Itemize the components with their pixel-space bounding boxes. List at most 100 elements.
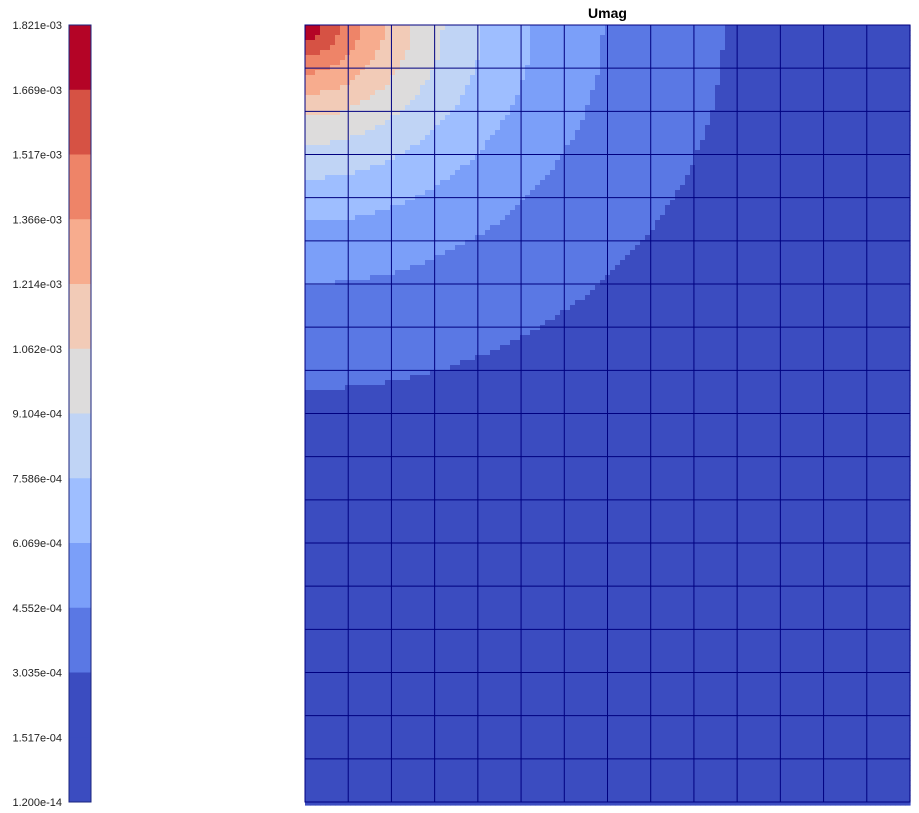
- field-cell: [585, 120, 591, 126]
- field-cell: [385, 70, 391, 76]
- field-cell: [700, 155, 706, 161]
- field-cell: [505, 80, 511, 86]
- field-cell: [550, 35, 556, 41]
- field-cell: [400, 200, 406, 206]
- field-cell: [725, 50, 731, 56]
- field-cell: [715, 175, 721, 181]
- field-cell: [470, 115, 476, 121]
- field-cell: [370, 185, 376, 191]
- field-cell: [690, 85, 696, 91]
- field-cell: [760, 160, 766, 166]
- field-cell: [600, 30, 606, 36]
- field-cell: [800, 115, 806, 121]
- field-cell: [570, 60, 576, 66]
- field-cell: [880, 105, 886, 111]
- field-cell: [610, 130, 616, 136]
- field-cell: [410, 185, 416, 191]
- field-cell: [355, 150, 361, 156]
- field-cell: [710, 120, 716, 126]
- field-cell: [840, 210, 846, 216]
- field-cell: [510, 205, 516, 211]
- field-cell: [615, 190, 621, 196]
- field-cell: [405, 30, 411, 36]
- field-cell: [805, 205, 811, 211]
- field-cell: [355, 70, 361, 76]
- field-cell: [655, 125, 661, 131]
- field-cell: [485, 125, 491, 131]
- field-cell: [640, 150, 646, 156]
- field-cell: [690, 90, 696, 96]
- field-cell: [805, 145, 811, 151]
- field-cell: [815, 155, 821, 161]
- field-cell: [730, 30, 736, 36]
- field-cell: [755, 170, 761, 176]
- field-cell: [615, 85, 621, 91]
- field-cell: [600, 70, 606, 76]
- field-cell: [425, 210, 431, 216]
- field-cell: [600, 40, 606, 46]
- field-cell: [765, 160, 771, 166]
- field-cell: [415, 120, 421, 126]
- field-cell: [310, 180, 316, 186]
- field-cell: [745, 80, 751, 86]
- field-cell: [890, 45, 896, 51]
- field-cell: [320, 50, 326, 56]
- field-cell: [360, 150, 366, 156]
- field-cell: [455, 70, 461, 76]
- field-cell: [735, 75, 741, 81]
- field-cell: [715, 90, 721, 96]
- field-cell: [530, 45, 536, 51]
- field-cell: [490, 75, 496, 81]
- field-cell: [580, 175, 586, 181]
- field-cell: [735, 145, 741, 151]
- field-cell: [845, 150, 851, 156]
- field-cell: [415, 220, 421, 226]
- field-cell: [740, 25, 746, 31]
- field-cell: [305, 30, 311, 36]
- field-cell: [875, 155, 881, 161]
- field-cell: [685, 30, 691, 36]
- field-cell: [510, 80, 516, 86]
- field-cell: [695, 160, 701, 166]
- field-cell: [465, 70, 471, 76]
- field-cell: [705, 40, 711, 46]
- field-cell: [495, 55, 501, 61]
- field-cell: [725, 90, 731, 96]
- field-cell: [695, 75, 701, 81]
- field-cell: [830, 100, 836, 106]
- field-cell: [825, 135, 831, 141]
- field-cell: [450, 160, 456, 166]
- field-cell: [650, 165, 656, 171]
- field-cell: [620, 190, 626, 196]
- field-cell: [900, 110, 906, 116]
- field-cell: [855, 60, 861, 66]
- field-cell: [725, 220, 731, 226]
- field-cell: [500, 55, 506, 61]
- field-cell: [560, 130, 566, 136]
- field-cell: [795, 40, 801, 46]
- field-cell: [830, 200, 836, 206]
- field-cell: [400, 210, 406, 216]
- field-cell: [365, 200, 371, 206]
- field-cell: [305, 70, 311, 76]
- field-cell: [565, 160, 571, 166]
- field-cell: [780, 95, 786, 101]
- field-cell: [410, 140, 416, 146]
- field-cell: [650, 145, 656, 151]
- field-cell: [390, 135, 396, 141]
- field-cell: [325, 140, 331, 146]
- field-cell: [390, 105, 396, 111]
- field-cell: [505, 135, 511, 141]
- field-cell: [720, 95, 726, 101]
- field-cell: [420, 25, 426, 31]
- field-cell: [385, 60, 391, 66]
- field-cell: [480, 135, 486, 141]
- field-cell: [815, 140, 821, 146]
- field-cell: [305, 185, 311, 191]
- colorbar-band: [69, 413, 91, 479]
- field-cell: [410, 115, 416, 121]
- field-cell: [370, 220, 376, 226]
- field-cell: [665, 60, 671, 66]
- field-cell: [775, 220, 781, 226]
- field-cell: [550, 130, 556, 136]
